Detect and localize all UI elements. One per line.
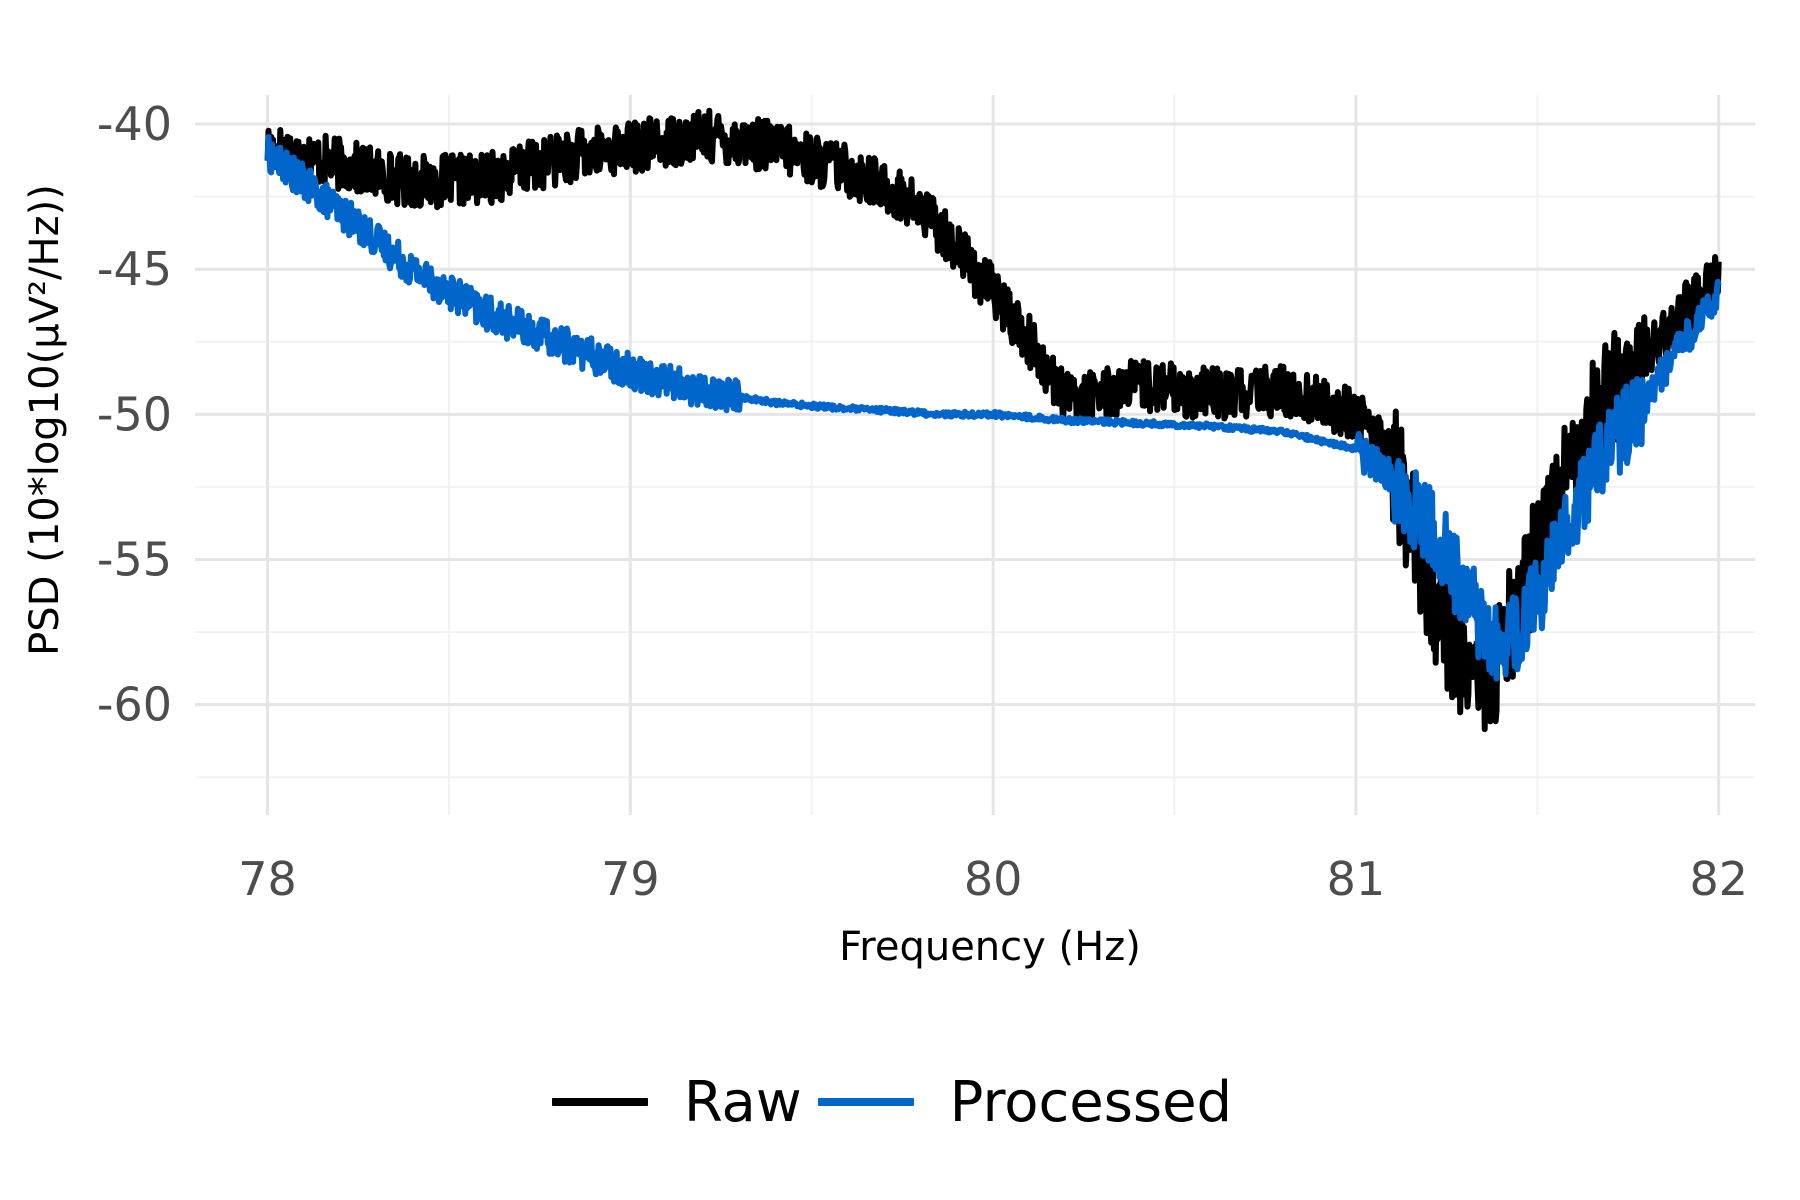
- legend-key-processed: [817, 1098, 914, 1106]
- series-line-processed: [264, 134, 1722, 682]
- x-tick-label: 81: [1327, 852, 1386, 906]
- y-tick-label: -45: [97, 242, 172, 296]
- legend-item-raw: Raw: [551, 1069, 802, 1135]
- x-axis-title: Frequency (Hz): [839, 924, 1141, 970]
- series-lines: [264, 107, 1722, 733]
- tick-labels: 78 79 80 81 82 -40 -45 -50 -55 -60: [97, 97, 1748, 906]
- legend-label-processed: Processed: [949, 1069, 1233, 1135]
- legend-label-raw: Raw: [683, 1069, 802, 1135]
- y-tick-label: -40: [97, 97, 172, 151]
- x-tick-label: 82: [1689, 852, 1748, 906]
- x-tick-label: 80: [964, 852, 1023, 906]
- x-tick-label: 78: [238, 852, 297, 906]
- x-tick-label: 79: [601, 852, 660, 906]
- y-tick-label: -60: [97, 678, 172, 732]
- legend-key-raw: [551, 1098, 648, 1106]
- legend-item-processed: Processed: [817, 1069, 1233, 1135]
- y-axis-title: PSD (10*log10(µV²/Hz)): [22, 184, 68, 656]
- y-tick-label: -55: [97, 533, 172, 587]
- legend: Raw Processed: [0, 1062, 1800, 1142]
- y-tick-label: -50: [97, 387, 172, 441]
